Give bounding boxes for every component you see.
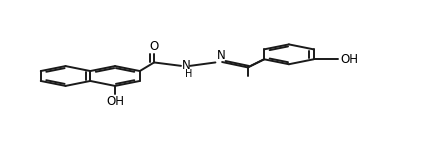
Text: N: N: [217, 49, 226, 62]
Text: O: O: [149, 40, 159, 53]
Text: H: H: [185, 69, 192, 79]
Text: N: N: [182, 59, 191, 72]
Text: OH: OH: [106, 95, 124, 108]
Text: OH: OH: [340, 53, 358, 66]
